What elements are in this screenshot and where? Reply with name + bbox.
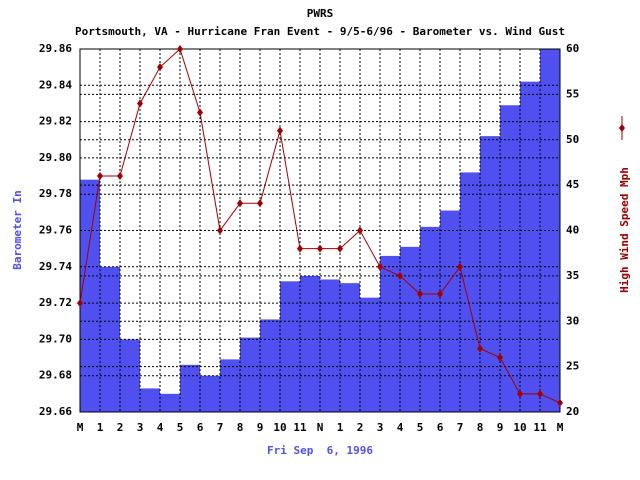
bar	[480, 136, 500, 412]
bar	[160, 393, 180, 412]
line-marker	[97, 172, 103, 181]
line-marker	[257, 199, 263, 208]
chart-subtitle: Portsmouth, VA - Hurricane Fran Event - …	[75, 25, 565, 38]
x-tick-label: 1	[337, 421, 344, 434]
y2-tick-label: 40	[566, 224, 579, 237]
x-tick-label: 9	[257, 421, 264, 434]
y-tick-label: 29.72	[39, 296, 72, 309]
x-tick-label: 11	[533, 421, 547, 434]
bar	[140, 388, 160, 412]
bar	[240, 337, 260, 412]
bar	[300, 275, 320, 412]
y2-axis-title: High Wind Speed Mph	[618, 167, 631, 293]
y-tick-label: 29.74	[39, 260, 72, 273]
y-tick-label: 29.80	[39, 151, 72, 164]
line-marker	[217, 226, 223, 235]
x-tick-label: 3	[377, 421, 384, 434]
line-marker	[157, 63, 163, 72]
x-tick-label: 2	[117, 421, 124, 434]
line-marker	[397, 271, 403, 280]
x-tick-label: 8	[237, 421, 244, 434]
line-marker	[117, 172, 123, 181]
y-tick-label: 29.70	[39, 332, 72, 345]
bar	[360, 297, 380, 412]
line-marker	[317, 244, 323, 253]
y2-tick-label: 55	[566, 87, 579, 100]
x-tick-label: 4	[157, 421, 164, 434]
y-axis-title: Barometer In	[11, 190, 24, 269]
y2-tick-label: 30	[566, 314, 579, 327]
x-tick-label: 10	[273, 421, 286, 434]
x-tick-label: 2	[357, 421, 364, 434]
x-tick-label: 1	[97, 421, 104, 434]
bar	[340, 283, 360, 412]
y2-tick-label: 60	[566, 42, 579, 55]
bar	[180, 364, 200, 412]
bar	[500, 105, 520, 412]
y2-tick-label: 25	[566, 360, 579, 373]
legend-marker	[619, 124, 625, 132]
line-marker	[197, 108, 203, 117]
y-tick-label: 29.86	[39, 42, 72, 55]
x-tick-label: N	[317, 421, 324, 434]
line-marker	[77, 299, 83, 308]
line-marker	[557, 398, 563, 407]
x-tick-label: 6	[197, 421, 204, 434]
bar	[400, 246, 420, 412]
line-marker	[417, 290, 423, 299]
line-marker	[137, 99, 143, 108]
line-marker	[277, 126, 283, 135]
line-marker	[497, 353, 503, 362]
bar	[200, 375, 220, 412]
x-tick-label: 11	[293, 421, 307, 434]
x-axis-title: Fri Sep 6, 1996	[267, 444, 373, 457]
bar	[320, 279, 340, 412]
y-tick-label: 29.66	[39, 405, 72, 418]
bar	[520, 81, 540, 413]
line-marker	[457, 262, 463, 271]
y2-tick-label: 35	[566, 269, 579, 282]
line-marker	[237, 199, 243, 208]
line-marker	[357, 226, 363, 235]
bar	[220, 359, 240, 412]
x-tick-label: 8	[477, 421, 484, 434]
y-tick-label: 29.68	[39, 369, 72, 382]
bar	[80, 179, 100, 412]
x-tick-label: 3	[137, 421, 144, 434]
x-tick-label: M	[77, 421, 84, 434]
bar	[380, 255, 400, 412]
plot-frame	[79, 48, 561, 413]
x-tick-label: 10	[513, 421, 526, 434]
bar	[420, 226, 440, 412]
x-tick-label: 9	[497, 421, 504, 434]
line-marker	[477, 344, 483, 353]
chart-title: PWRS	[307, 7, 334, 20]
line-marker	[177, 45, 183, 53]
x-tick-label: 4	[397, 421, 404, 434]
y-tick-label: 29.84	[39, 78, 72, 91]
x-tick-label: M	[557, 421, 564, 434]
x-tick-label: 7	[457, 421, 464, 434]
y-tick-label: 29.78	[39, 187, 72, 200]
bar	[460, 172, 480, 412]
y-tick-label: 29.76	[39, 224, 72, 237]
line-marker	[537, 389, 543, 398]
line-marker	[517, 389, 523, 398]
x-tick-label: 6	[437, 421, 444, 434]
y2-tick-label: 20	[566, 405, 579, 418]
y2-tick-label: 45	[566, 178, 579, 191]
line-marker	[297, 244, 303, 253]
bar	[260, 319, 280, 412]
line-marker	[377, 262, 383, 271]
line-marker	[337, 244, 343, 253]
bar	[440, 210, 460, 412]
x-tick-label: 5	[177, 421, 184, 434]
bar	[280, 281, 300, 412]
y2-tick-label: 50	[566, 133, 579, 146]
x-tick-label: 5	[417, 421, 424, 434]
y-tick-label: 29.82	[39, 115, 72, 128]
line-marker	[437, 290, 443, 299]
x-tick-label: 7	[217, 421, 224, 434]
